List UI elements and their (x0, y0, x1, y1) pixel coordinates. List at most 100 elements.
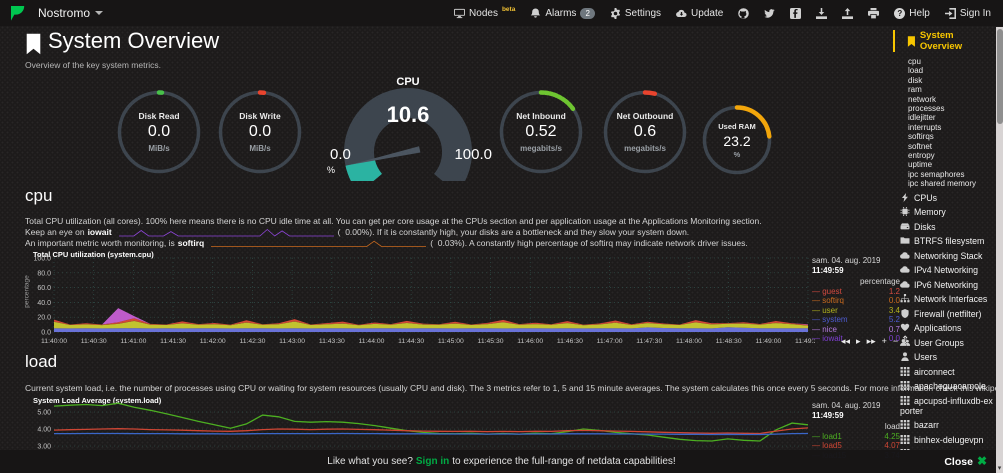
gauge-value: 23.2 (723, 133, 751, 149)
gauge-disk-read[interactable]: Disk Read 0.0 MiB/s (115, 88, 203, 176)
sidebar-item-btrfs-filesystem[interactable]: BTRFS filesystem (900, 236, 997, 246)
sign-in-button[interactable]: Sign In (944, 7, 991, 19)
netdata-logo-icon (10, 5, 30, 22)
banner-sign-in-link[interactable]: Sign in (415, 456, 450, 467)
sidebar-item-softirqs[interactable]: softirqs (908, 132, 934, 142)
sidebar-item-network-interfaces[interactable]: Network Interfaces (900, 294, 997, 304)
gauge-disk-write[interactable]: Disk Write 0.0 MiB/s (216, 88, 304, 176)
svg-text:11:45:00: 11:45:00 (438, 338, 464, 345)
legend-series-name: — guest (812, 286, 842, 296)
sidebar-item-networking-stack[interactable]: Networking Stack (900, 251, 997, 261)
chart-resize-handle[interactable]: ⇕ (901, 335, 910, 346)
sidebar-item-firewall-netfilter[interactable]: Firewall (netfilter) (900, 308, 997, 319)
legend-item-load1[interactable]: — load1 4.25 (812, 432, 900, 442)
legend-time: 11:49:59 (812, 265, 844, 275)
banner-text: Like what you see? (327, 456, 413, 467)
pan-forward-button[interactable]: ▸▸ (866, 336, 876, 346)
svg-text:11:43:30: 11:43:30 (319, 338, 345, 345)
gauge-net-outbound[interactable]: Net Outbound 0.6 megabits/s (601, 88, 689, 176)
legend-series-name: — load5 (812, 441, 842, 450)
github-button[interactable] (738, 7, 750, 19)
close-banner-button[interactable]: Close ✖ (944, 454, 987, 468)
sidebar-item-ram[interactable]: ram (908, 85, 922, 95)
sidebar-item-airconnect[interactable]: airconnect (900, 366, 997, 377)
bolt-icon (900, 192, 910, 202)
sidebar-item-disks[interactable]: Disks (900, 222, 997, 232)
print-button[interactable] (868, 7, 880, 19)
sidebar-item-load[interactable]: load (908, 66, 924, 76)
svg-text:80.0: 80.0 (37, 270, 51, 277)
legend-item-iowait[interactable]: — iowait 0.0 (812, 334, 900, 344)
sidebar-item-ipv6-networking[interactable]: IPv6 Networking (900, 280, 997, 290)
sidebar-item-uptime[interactable]: uptime (908, 160, 933, 170)
legend-series-value: 0.7 (888, 324, 900, 334)
sidebar-item-user-groups[interactable]: User Groups (900, 338, 997, 348)
scrollbar-down-arrow[interactable]: ▾ (997, 465, 1002, 472)
sidebar-item-softnet[interactable]: softnet (908, 141, 933, 151)
sidebar-item-ipc-shared-memory[interactable]: ipc shared memory (908, 179, 977, 189)
page-scrollbar[interactable]: ▾ (996, 27, 1003, 473)
twitter-button[interactable] (764, 8, 775, 19)
sidebar-item-idlejitter[interactable]: idlejitter (908, 113, 936, 123)
gauge-value: 0.0 (147, 123, 171, 140)
help-button[interactable]: ? Help (894, 7, 930, 19)
legend-item-nice[interactable]: — nice 0.7 (812, 325, 900, 335)
sidebar-item-ipc-semaphores[interactable]: ipc semaphores (908, 169, 965, 179)
legend-item-system[interactable]: — system 5.2 (812, 315, 900, 325)
gauge-used-ram[interactable]: Used RAM 23.2% (700, 103, 774, 177)
sidebar-item-entropy[interactable]: entropy (908, 151, 935, 161)
page-subtitle: Overview of the key system metrics. (25, 60, 162, 70)
sidebar-item-apcupsd-influxdb-exporter[interactable]: apcupsd-influxdb-exporter (900, 395, 997, 416)
sidebar-item-users[interactable]: Users (900, 352, 997, 362)
legend-item-guest[interactable]: — guest 1.2 (812, 287, 900, 297)
load-chart[interactable]: 5.00 4.00 3.00 (25, 399, 815, 473)
user-icon (900, 352, 910, 362)
facebook-button[interactable] (790, 7, 802, 19)
svg-text:0.0: 0.0 (41, 330, 51, 337)
play-button[interactable]: ▸ (856, 336, 861, 346)
iowait-sparkline-chart[interactable] (118, 227, 334, 237)
sidebar-item-label: Network Interfaces (914, 294, 988, 305)
svg-text:100.0: 100.0 (33, 256, 51, 263)
sidebar-item-bazarr[interactable]: bazarr (900, 420, 997, 430)
zoom-in-button[interactable]: + (881, 336, 887, 346)
sidebar-item-system-overview[interactable]: System Overview (893, 30, 997, 52)
softirq-sparkline-chart[interactable] (211, 238, 427, 248)
import-snapshot-button[interactable] (842, 7, 854, 19)
sidebar-item-ipv4-networking[interactable]: IPv4 Networking (900, 265, 997, 275)
pan-backward-button[interactable]: ◂◂ (841, 336, 851, 346)
export-snapshot-button[interactable] (816, 7, 828, 19)
sidebar-item-memory[interactable]: Memory (900, 207, 997, 217)
sidebar-item-cpus[interactable]: CPUs (900, 192, 997, 203)
legend-item-load5[interactable]: — load5 4.07 (812, 441, 900, 451)
gauge-net-inbound[interactable]: Net Inbound 0.52 megabits/s (497, 88, 585, 176)
sidebar-item-processes[interactable]: processes (908, 104, 945, 114)
scrollbar-thumb[interactable] (996, 29, 1003, 124)
sidebar-item-interrupts[interactable]: interrupts (908, 122, 942, 132)
alarms-button[interactable]: Alarms 2 (530, 7, 595, 19)
gauge-cpu[interactable]: CPU 10.6 0.0 100.0% (318, 76, 498, 181)
sidebar-item-applications[interactable]: Applications (900, 323, 997, 333)
nodes-button[interactable]: Nodes beta (454, 6, 515, 19)
svg-text:11:40:00: 11:40:00 (41, 338, 67, 345)
cpu-chart[interactable]: 100.0 80.0 60.0 40.0 20.0 0.011:40:00 11:40:30… (25, 254, 815, 348)
settings-button[interactable]: Settings (610, 7, 661, 19)
twitter-icon (764, 8, 775, 19)
sidebar-item-binhex-delugevpn[interactable]: binhex-delugevpn (900, 434, 997, 445)
legend-item-softirq[interactable]: — softirq 0.0 (812, 296, 900, 306)
update-button[interactable]: Update (676, 8, 723, 19)
sidebar-item-network[interactable]: network (908, 94, 937, 104)
sidebar-item-disk[interactable]: disk (908, 75, 923, 85)
sidebar-item-apacheguacamole[interactable]: apacheguacamole (900, 381, 997, 391)
legend-item-user[interactable]: — user 3.4 (812, 306, 900, 316)
legend-series-value: 1.2 (888, 286, 900, 296)
svg-text:11:41:30: 11:41:30 (160, 338, 186, 345)
gauge-value: 0.6 (633, 123, 657, 140)
sidebar-item-calibreweb[interactable]: calibreweb (900, 449, 997, 450)
zoom-out-button[interactable]: − (892, 336, 899, 346)
hostname-menu[interactable]: Nostromo (38, 6, 91, 20)
nodes-icon (454, 8, 466, 19)
gauge-max: 100.0 (454, 146, 492, 163)
sidebar-item-cpu[interactable]: cpu (908, 57, 921, 66)
